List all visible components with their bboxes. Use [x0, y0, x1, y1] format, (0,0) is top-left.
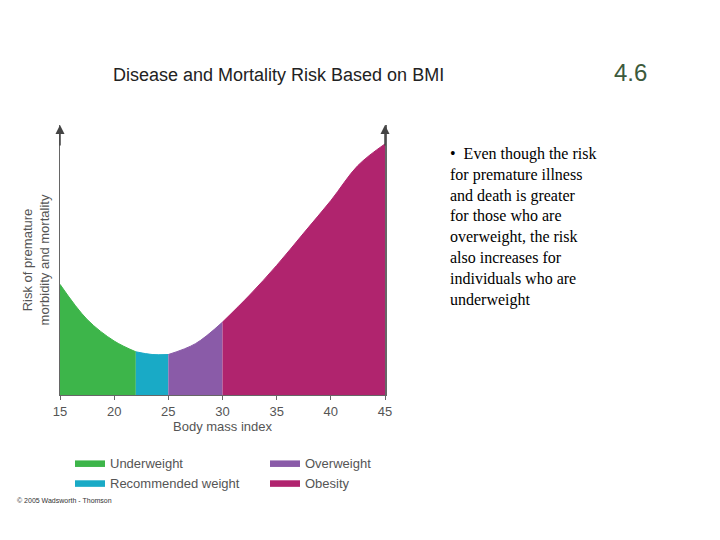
- svg-text:25: 25: [161, 404, 175, 419]
- svg-text:20: 20: [107, 404, 121, 419]
- svg-text:Obesity: Obesity: [305, 476, 350, 491]
- svg-text:Underweight: Underweight: [110, 456, 183, 471]
- svg-text:Recommended weight: Recommended weight: [110, 476, 240, 491]
- svg-text:Disease and Mortality Risk Bas: Disease and Mortality Risk Based on BMI: [113, 65, 444, 85]
- svg-text:• Even though the riskfor pre: • Even though the riskfor premature illn…: [450, 145, 596, 309]
- svg-text:35: 35: [269, 404, 283, 419]
- svg-text:45: 45: [378, 404, 392, 419]
- svg-text:Body mass index: Body mass index: [173, 419, 272, 434]
- svg-text:Overweight: Overweight: [305, 456, 371, 471]
- svg-text:40: 40: [324, 404, 338, 419]
- svg-text:15: 15: [53, 404, 67, 419]
- svg-text:Risk of prematuremorbidity and: Risk of prematuremorbidity and mortality: [20, 194, 52, 325]
- svg-text:© 2005 Wadsworth - Thomson: © 2005 Wadsworth - Thomson: [17, 497, 112, 504]
- svg-text:4.6: 4.6: [614, 59, 647, 86]
- svg-text:30: 30: [215, 404, 229, 419]
